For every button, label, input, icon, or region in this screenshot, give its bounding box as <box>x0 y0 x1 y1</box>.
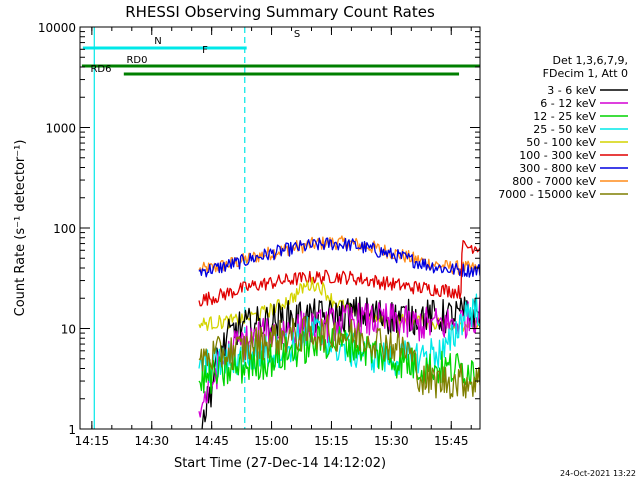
series-line-2 <box>198 239 480 307</box>
plot-area: N F S RD0 RD6 <box>81 27 480 429</box>
legend-label-1: 6 - 12 keV <box>540 97 596 110</box>
legend-label-7: 800 - 7000 keV <box>512 175 596 188</box>
y-tick-label-0: 1 <box>68 423 76 437</box>
series-line-1 <box>198 237 480 278</box>
series-line-0 <box>198 235 480 276</box>
generation-timestamp: 24-Oct-2021 13:22 <box>560 469 636 478</box>
x-axis-label: Start Time (27-Dec-14 14:12:02) <box>174 456 386 471</box>
flag-label-s: S <box>294 29 300 40</box>
legend-header-0: Det 1,3,6,7,9, <box>552 54 628 67</box>
x-tick-label-5: 15:30 <box>374 434 409 448</box>
legend-label-2: 12 - 25 keV <box>533 110 596 123</box>
plot-content <box>81 27 480 429</box>
x-tick-label-0: 14:15 <box>75 434 110 448</box>
chart-title: RHESSI Observing Summary Count Rates <box>125 3 435 21</box>
legend-label-0: 3 - 6 keV <box>547 84 596 97</box>
y-tick-label-1: 10 <box>61 323 76 337</box>
series-line-8 <box>198 314 480 400</box>
y-axis: 1 10 100 1000 10000 <box>38 21 480 437</box>
x-tick-label-3: 15:00 <box>254 434 289 448</box>
x-tick-label-2: 14:45 <box>194 434 229 448</box>
y-tick-label-4: 10000 <box>38 21 76 35</box>
legend-label-8: 7000 - 15000 keV <box>498 188 596 201</box>
x-tick-label-6: 15:45 <box>434 434 469 448</box>
legend-label-6: 300 - 800 keV <box>519 162 596 175</box>
flag-label-rd0: RD0 <box>126 55 147 66</box>
flag-label-n: N <box>154 36 161 47</box>
legend-header-1: FDecim 1, Att 0 <box>543 67 628 80</box>
series-line-6 <box>198 293 480 384</box>
y-tick-label-3: 1000 <box>45 122 76 136</box>
flag-label-rd6: RD6 <box>90 64 111 75</box>
y-tick-label-2: 100 <box>53 222 76 236</box>
flag-label-f: F <box>202 45 208 56</box>
series-line-4 <box>199 296 480 429</box>
legend-label-4: 50 - 100 keV <box>526 136 596 149</box>
x-tick-label-4: 15:15 <box>314 434 349 448</box>
x-axis: 14:15 14:30 14:45 15:00 15:15 15:30 15:45 <box>75 27 472 448</box>
y-axis-label: Count Rate (s⁻¹ detector⁻¹) <box>13 140 28 317</box>
legend: Det 1,3,6,7,9,FDecim 1, Att 0 3 - 6 keV6 … <box>498 54 628 201</box>
x-tick-label-1: 14:30 <box>134 434 169 448</box>
plot-frame <box>79 26 481 430</box>
legend-label-5: 100 - 300 keV <box>519 149 596 162</box>
legend-label-3: 25 - 50 keV <box>533 123 596 136</box>
